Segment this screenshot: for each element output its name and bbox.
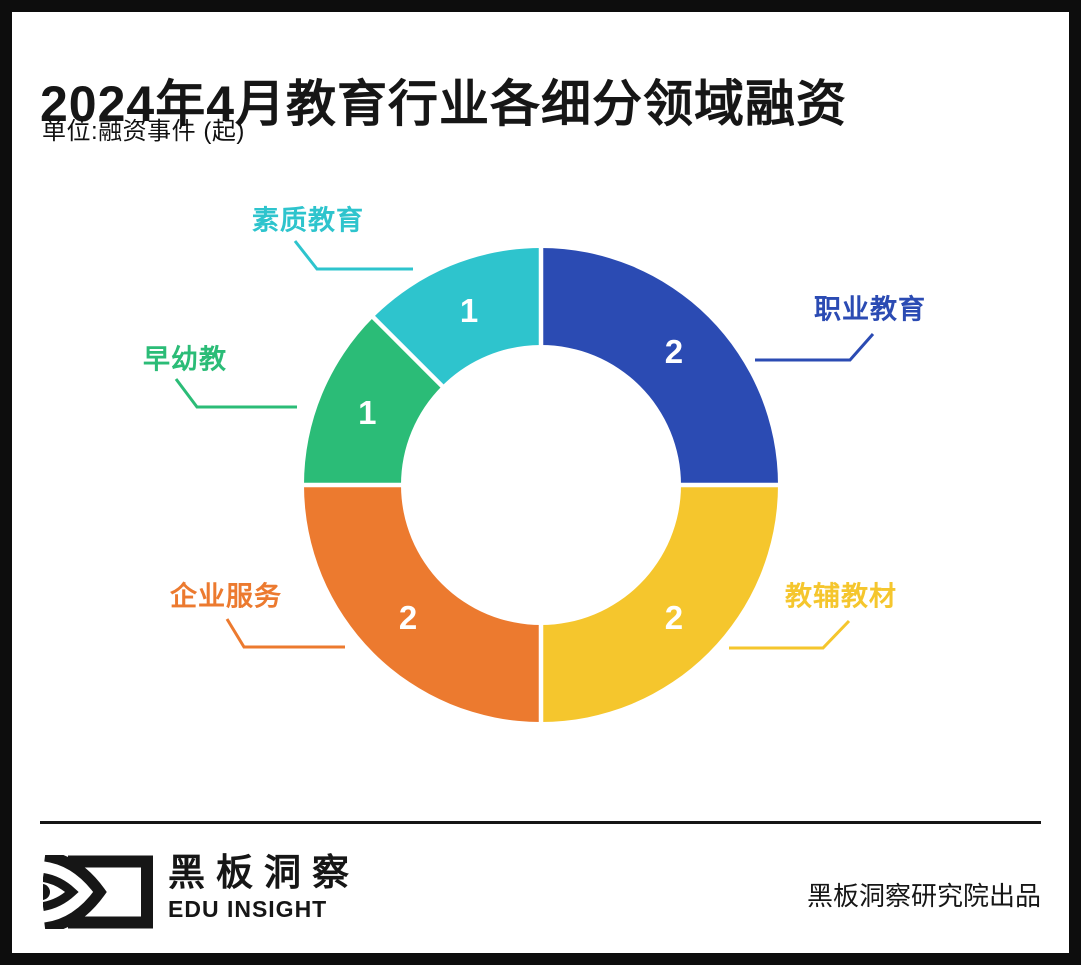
leader-line-3 [174, 378, 297, 409]
publisher-credit: 黑板洞察研究院出品 [806, 881, 1041, 911]
value-enterprise-services: 2 [398, 598, 418, 636]
label-early-childhood-education: 早幼教 [143, 344, 227, 375]
donut-segment-2 [304, 485, 541, 722]
leader-line-1 [729, 619, 851, 650]
logo-name-en: EDU INSIGHT [168, 895, 328, 922]
segment-separator [370, 314, 447, 391]
donut-segment-1 [541, 485, 778, 722]
unit-note: 单位:融资事件 (起) [42, 118, 245, 145]
edu-insight-logo-icon [43, 855, 153, 929]
value-teaching-materials: 2 [664, 598, 684, 636]
leader-line-0 [755, 333, 875, 362]
page-title: 2024年4月教育行业各细分领域融资 [40, 75, 848, 132]
donut-segment-3 [304, 317, 443, 485]
footer-divider [40, 821, 1041, 824]
label-teaching-materials: 教辅教材 [785, 581, 897, 612]
logo-text-block: 黑板洞察 EDU INSIGHT [168, 852, 360, 922]
value-quality-education: 1 [459, 292, 479, 330]
value-vocational-education: 2 [664, 333, 684, 371]
label-enterprise-services: 企业服务 [170, 581, 282, 612]
leader-line-4 [293, 240, 413, 271]
label-vocational-education: 职业教育 [814, 294, 926, 325]
donut-segment-4 [373, 248, 541, 387]
logo-name-cn: 黑板洞察 [168, 852, 360, 893]
leader-line-2 [225, 618, 345, 649]
donut-segment-0 [541, 248, 778, 485]
label-quality-education: 素质教育 [252, 205, 364, 236]
value-early-childhood-education: 1 [358, 394, 377, 432]
